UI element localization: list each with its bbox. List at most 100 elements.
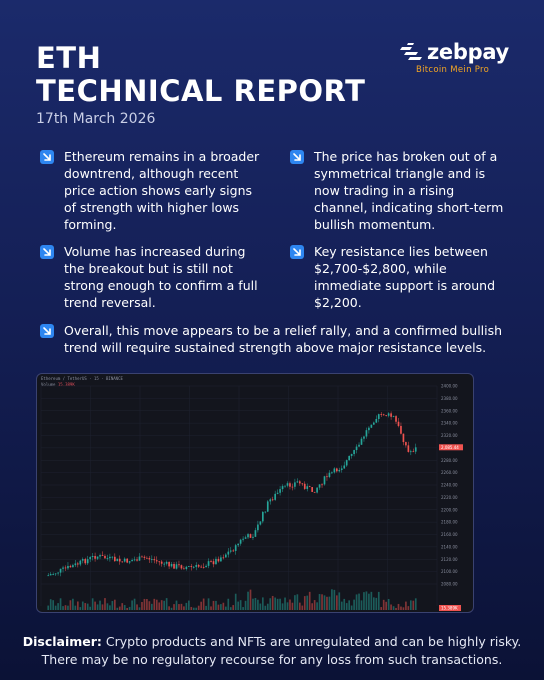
candle-body	[148, 558, 151, 560]
volume-bar	[131, 600, 133, 610]
volume-bar	[173, 604, 175, 610]
volume-bar	[202, 598, 205, 610]
candle-body	[210, 561, 212, 562]
y-tick-label: 2280.00	[441, 458, 458, 463]
candle-body	[271, 499, 274, 501]
volume-bar	[225, 606, 227, 610]
volume-bar	[360, 600, 363, 610]
volume-bar	[266, 603, 269, 610]
volume-bar	[138, 607, 141, 610]
y-tick-label: 2400.00	[441, 384, 458, 389]
volume-bar	[299, 602, 301, 610]
candle-body	[380, 414, 383, 415]
bullet-item: Ethereum remains in a broader downtrend,…	[40, 148, 265, 233]
volume-bar	[151, 603, 153, 610]
candle-body	[197, 565, 200, 567]
volume-bar	[165, 598, 168, 610]
candle-body	[54, 573, 57, 575]
volume-bar	[148, 601, 151, 610]
candle-body	[229, 550, 232, 552]
volume-bar	[99, 600, 101, 610]
candle-body	[128, 561, 131, 563]
candle-body	[205, 565, 207, 568]
volume-bar	[321, 594, 323, 610]
candle-body	[301, 483, 304, 485]
candle-body	[170, 564, 173, 567]
volume-bar	[220, 604, 222, 610]
volume-bar	[210, 606, 212, 610]
candle-body	[62, 567, 64, 569]
bullet-text: Key resistance lies between $2,700-$2,80…	[314, 244, 496, 310]
volume-bar	[190, 606, 193, 610]
volume-bar	[373, 597, 375, 610]
candle-body	[175, 564, 178, 569]
brand-tagline: Bitcoin Mein Pro	[416, 65, 490, 75]
y-tick-label: 2380.00	[441, 396, 458, 401]
candle-body	[365, 430, 368, 437]
volume-bar	[67, 605, 69, 610]
volume-bar	[242, 607, 244, 610]
candle-body	[414, 447, 417, 452]
volume-bar	[227, 598, 230, 610]
candle-body	[368, 427, 370, 431]
candle-body	[190, 566, 193, 567]
candle-body	[146, 557, 148, 559]
volume-bar	[64, 605, 67, 610]
volume-bar	[303, 596, 306, 610]
candle-body	[321, 484, 323, 486]
volume-bar	[69, 600, 72, 610]
y-tick-label: 2240.00	[441, 483, 458, 488]
volume-bar	[276, 598, 279, 610]
candle-body	[123, 558, 126, 562]
volume-bar	[239, 600, 242, 610]
volume-bar	[146, 599, 148, 610]
volume-bar	[205, 605, 207, 610]
volume-bar	[89, 606, 91, 610]
candle-body	[294, 482, 296, 487]
volume-bar	[331, 589, 333, 610]
volume-tag	[439, 605, 461, 611]
candle-body	[121, 561, 124, 563]
candle-body	[126, 558, 128, 563]
price-tag	[439, 444, 463, 451]
volume-bar	[262, 597, 264, 610]
volume-bar	[136, 604, 138, 610]
candle-body	[207, 561, 210, 566]
disclaimer: Disclaimer: Crypto products and NFTs are…	[18, 633, 526, 669]
volume-bar	[355, 594, 358, 610]
volume-bar	[128, 606, 131, 610]
volume-value: 15.389K	[57, 382, 75, 387]
candle-body	[47, 575, 50, 577]
y-tick-label: 2260.00	[441, 470, 458, 475]
volume-bar	[247, 591, 249, 610]
volume-bar	[244, 600, 247, 610]
volume-bar	[86, 603, 89, 610]
candle-body	[151, 559, 153, 560]
volume-bar	[343, 598, 346, 610]
candle-body	[143, 556, 146, 558]
candle-body	[328, 472, 331, 478]
candle-body	[141, 556, 143, 558]
volume-bar	[192, 607, 195, 610]
candle-body	[266, 501, 269, 512]
volume-bar	[348, 600, 350, 610]
candle-body	[311, 487, 313, 492]
y-tick-label: 2140.00	[441, 544, 458, 549]
candle-body	[111, 556, 114, 558]
volume-bar	[301, 605, 304, 610]
bullet-item: The price has broken out of a symmetrica…	[290, 148, 505, 233]
candle-body	[340, 468, 343, 470]
zebpay-stripes-icon	[400, 43, 422, 60]
volume-bar	[118, 606, 121, 610]
candle-body	[183, 568, 185, 570]
y-tick-label: 2200.00	[441, 507, 458, 512]
candle-body	[136, 559, 138, 561]
volume-bar	[188, 600, 190, 610]
volume-bar	[197, 605, 200, 610]
candle-body	[202, 567, 205, 568]
volume-bar	[72, 598, 74, 610]
bullet-text: Volume has increased during the breakout…	[64, 244, 258, 310]
candle-body	[299, 481, 301, 484]
candle-body	[412, 451, 415, 453]
candle-body	[242, 538, 244, 540]
